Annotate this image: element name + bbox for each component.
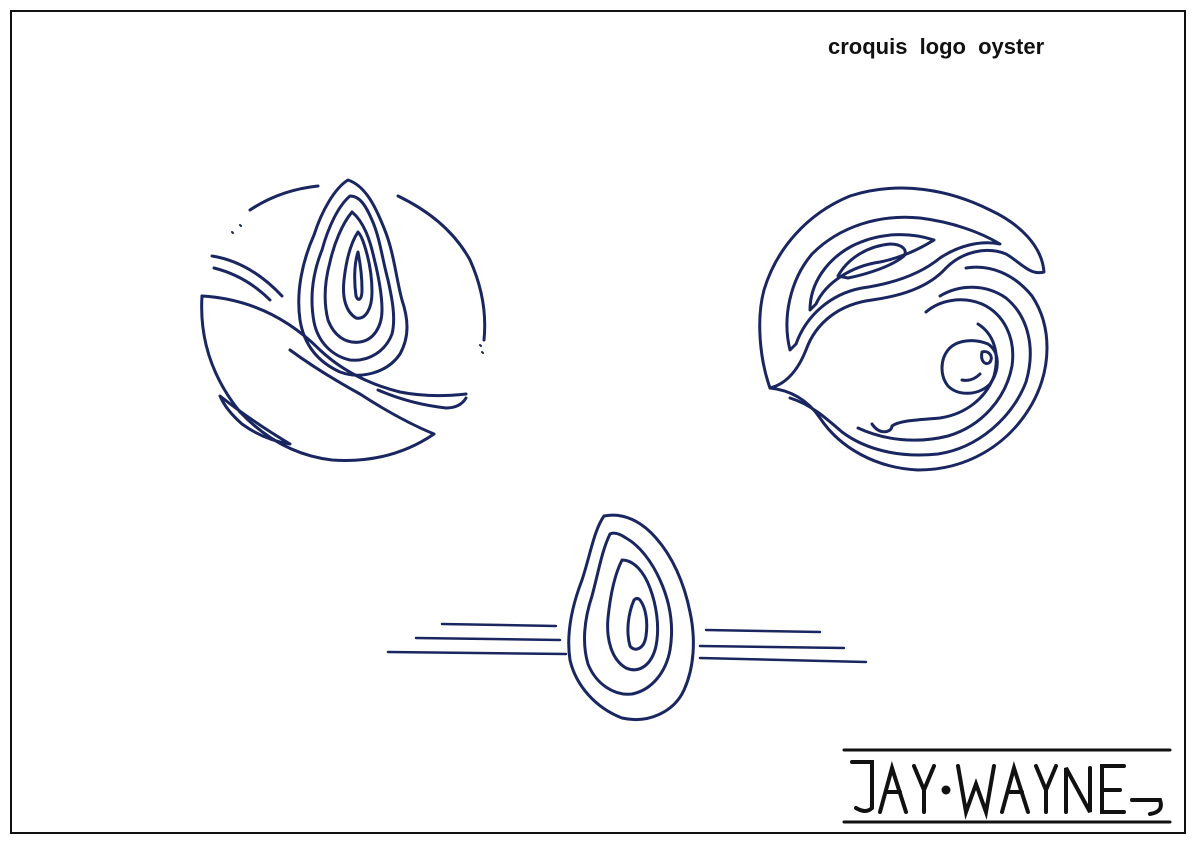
yin-yang-outer-lower (768, 265, 1049, 472)
speed-line-right-1 (704, 628, 822, 634)
wave-top (210, 254, 284, 298)
signature-logo (842, 748, 1172, 824)
wave-main-upper (200, 294, 468, 398)
speed-line-left-1 (440, 622, 558, 628)
yin-yang-eye-dot (980, 350, 993, 366)
speed-line-left-2 (414, 636, 562, 642)
yin-yang-outer-upper (758, 186, 1046, 390)
oyster-speed-outer (567, 513, 695, 721)
yin-yang-ring-lower-2 (788, 285, 1032, 457)
circle-outline-top (248, 184, 320, 212)
sketch-sheet (10, 10, 1186, 834)
yin-yang-oyster-sketch (758, 186, 1049, 472)
oyster-shell-ring-3 (323, 210, 384, 344)
speed-line-right-3 (698, 656, 868, 664)
circle-outline-right (396, 194, 487, 342)
oyster-shell-ring-2 (310, 194, 396, 362)
yin-yang-ring-lower-3 (856, 298, 1015, 442)
oyster-speed-ring-2 (583, 531, 674, 696)
wave-top-inner (212, 266, 272, 302)
oyster-speed-ring-3 (606, 558, 660, 672)
oyster-shell-core (353, 250, 364, 301)
page-title: croquis logo oyster (828, 34, 1045, 59)
oyster-shell-outer (297, 178, 409, 377)
oyster-speed-ring-4 (626, 597, 649, 651)
yin-yang-eye (940, 339, 999, 395)
wave-tail (376, 388, 468, 410)
wave-main-lower (200, 294, 436, 462)
circle-dots (231, 224, 484, 354)
speed-line-left-3 (386, 650, 568, 656)
yin-yang-ring-upper-2 (785, 215, 1002, 352)
yin-yang-eye-smile (960, 372, 982, 382)
oyster-circle-sketch (200, 178, 487, 462)
yin-yang-ring-upper-4 (836, 242, 907, 280)
speed-line-right-2 (698, 644, 846, 650)
oyster-speed-sketch (386, 513, 868, 721)
wave-bottom-left (218, 394, 292, 446)
yin-yang-ring-upper-3 (808, 233, 936, 312)
oyster-shell-ring-4 (342, 230, 374, 320)
